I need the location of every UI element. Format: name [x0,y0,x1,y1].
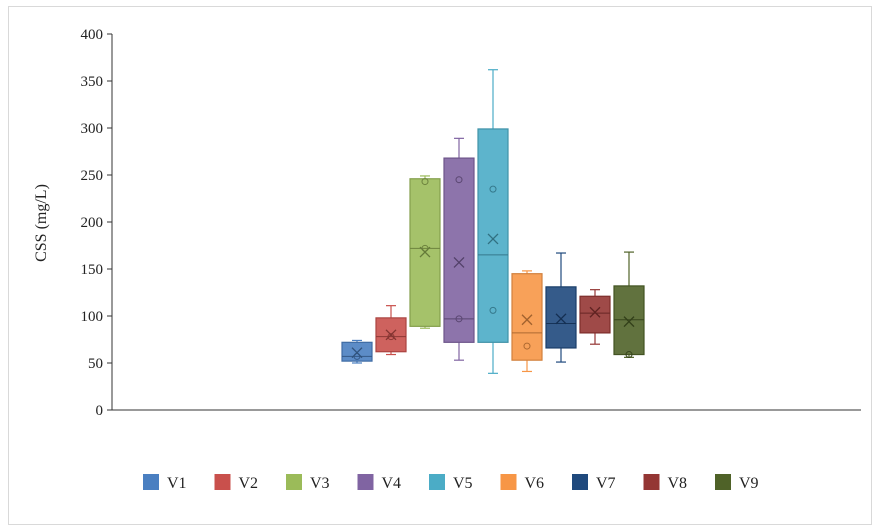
data-point [387,333,395,341]
legend-label: V3 [310,475,330,492]
box-v2 [375,305,407,356]
data-point [455,315,463,323]
box-v1 [341,339,373,364]
mean-marker [351,347,363,359]
y-tick-label: 350 [81,74,104,90]
legend-swatch [572,474,588,490]
legend-swatch [429,474,445,490]
legend-label: V7 [596,475,616,492]
data-point [455,176,463,184]
legend-label: V4 [382,475,402,492]
legend-item-v8: V8 [643,474,688,492]
data-point [489,306,497,314]
legend-label: V5 [453,475,473,492]
legend-item-v6: V6 [500,474,545,492]
legend-item-v9: V9 [715,474,759,492]
legend-item-v4: V4 [357,474,402,492]
legend-label: V2 [239,475,259,492]
legend-label: V6 [525,475,545,492]
data-point [489,185,497,193]
box-body [579,295,611,334]
legend-swatch [357,474,374,490]
legend-item-v7: V7 [572,474,616,492]
legend-item-v3: V3 [286,474,330,492]
legend-swatch [500,474,517,490]
box-plot-chart: 0 50 100 150 200 250 300 350 400 CSS (mg/L) V1 V2… [33,27,861,492]
legend-label: V9 [739,475,759,492]
legend-swatch [214,474,231,490]
y-axis-title: CSS (mg/L) [33,184,50,262]
data-point [421,178,429,186]
box-v3 [409,175,441,329]
legend-label: V8 [668,475,688,492]
mean-marker [555,313,567,325]
box-body [511,273,543,361]
y-tick-label: 150 [81,262,104,278]
y-tick-label: 100 [81,309,104,325]
box-body [477,128,509,343]
legend: V1 V2 V3 V4 V5 V6 V7 V8 V9 [143,474,759,492]
legend-item-v1: V1 [143,474,187,492]
y-tick-label: 200 [81,215,104,231]
y-tick-label: 400 [81,27,104,43]
legend-swatch [643,474,660,490]
mean-marker [487,233,499,245]
box-body [545,286,577,349]
mean-marker [385,329,397,341]
legend-swatch [143,474,159,490]
legend-label: V1 [167,475,187,492]
mean-marker [521,314,533,326]
mean-marker [623,316,635,328]
y-tick-label: 50 [88,356,103,372]
data-point [523,342,531,350]
box-v8 [579,289,611,345]
chart-frame: 0 50 100 150 200 250 300 350 400 CSS (mg/L) V1 V2… [8,6,872,525]
legend-item-v5: V5 [429,474,473,492]
box-v9 [613,251,645,359]
box-v6 [511,270,543,373]
box-v5 [477,69,509,374]
box-v7 [545,252,577,363]
boxes [341,69,645,374]
y-axis: 0 50 100 150 200 250 300 350 400 [81,27,113,419]
box-body [443,157,475,343]
legend-swatch [715,474,731,490]
mean-marker [419,246,431,258]
y-tick-label: 0 [96,403,104,419]
mean-marker [589,306,601,318]
box-body [341,341,373,362]
legend-item-v2: V2 [214,474,259,492]
data-point [625,351,633,359]
y-tick-label: 300 [81,121,104,137]
y-tick-label: 250 [81,168,104,184]
mean-marker [453,256,465,268]
box-v4 [443,137,475,361]
legend-swatch [286,474,302,490]
